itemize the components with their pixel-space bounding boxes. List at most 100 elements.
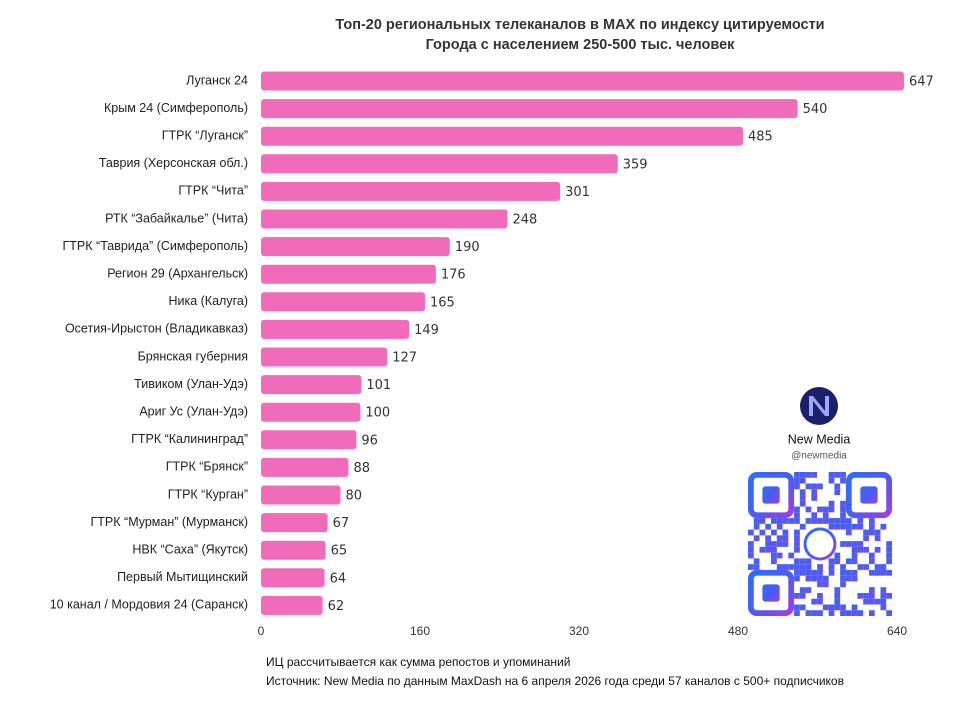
qr-module: [794, 569, 800, 576]
qr-module: [845, 575, 852, 582]
qr-module: [776, 535, 783, 542]
qr-module: [840, 506, 846, 513]
qr-module: [794, 512, 800, 519]
qr-module: [805, 564, 812, 570]
y-tick-label: Луганск 24: [186, 73, 248, 87]
value-label: 80: [346, 489, 363, 504]
qr-module: [880, 564, 887, 570]
value-label: 540: [803, 102, 828, 117]
qr-module: [788, 564, 795, 570]
qr-module: [834, 472, 841, 478]
qr-module: [799, 558, 806, 565]
bar: [261, 126, 743, 146]
y-tick-label: 10 канал / Мордовия 24 (Саранск): [50, 598, 248, 612]
qr-module: [788, 518, 795, 524]
qr-module: [874, 535, 881, 542]
qr-module: [753, 523, 760, 530]
qr-module: [828, 518, 835, 524]
x-tick-label: 0: [258, 624, 265, 638]
qr-module: [759, 518, 766, 524]
qr-module: [799, 489, 806, 496]
y-tick-label: Таврия (Херсонская обл.): [99, 156, 248, 170]
qr-module: [794, 592, 800, 599]
bar: [261, 457, 349, 477]
qr-module: [874, 598, 881, 605]
y-tick-label: ГТРК “Брянск”: [166, 460, 248, 474]
qr-module: [857, 564, 864, 570]
bar: [261, 568, 325, 588]
bar: [261, 319, 410, 339]
y-tick-label: ГТРК “Калининград”: [131, 432, 248, 446]
qr-module: [886, 592, 892, 599]
y-tick-label: ГТРК “Мурман” (Мурманск): [91, 515, 248, 529]
chart-title: Топ-20 региональных телеканалов в MAX по…: [335, 17, 824, 33]
qr-module: [868, 592, 875, 599]
qr-module: [863, 529, 869, 536]
qr-module: [886, 552, 892, 559]
qr-module: [828, 523, 835, 530]
qr-module: [805, 518, 812, 524]
qr-module: [776, 523, 783, 530]
value-label: 149: [414, 323, 439, 338]
bar: [261, 402, 361, 422]
qr-module: [794, 535, 800, 542]
qr-finder: [748, 569, 795, 616]
qr-module: [851, 575, 858, 582]
qr-module: [794, 483, 800, 490]
qr-module: [811, 610, 818, 616]
qr-module: [886, 569, 892, 576]
y-tick-label: Осетия-Ирыстон (Владикавказ): [65, 322, 248, 336]
qr-module: [817, 610, 823, 616]
qr-module: [834, 552, 841, 559]
value-label: 647: [909, 75, 934, 90]
qr-module: [776, 541, 783, 547]
qr-module: [788, 552, 795, 559]
qr-module: [794, 546, 800, 553]
y-tick-label: Тивиком (Улан-Удэ): [134, 377, 248, 391]
y-tick-label: ГТРК “Луганск”: [162, 128, 248, 142]
qr-module: [817, 575, 823, 582]
qr-module: [794, 610, 800, 616]
qr-module: [886, 558, 892, 565]
qr-module: [794, 506, 800, 513]
qr-module: [805, 610, 812, 616]
qr-module: [794, 472, 800, 478]
qr-module: [840, 518, 846, 524]
y-tick-label: Ника (Калуга): [168, 294, 248, 308]
qr-module: [794, 529, 800, 536]
qr-module: [799, 495, 806, 501]
qr-module: [828, 558, 835, 565]
qr-module: [822, 575, 829, 582]
y-tick-label: ГТРК “Курган”: [168, 487, 248, 501]
brand-logo: [800, 387, 838, 425]
qr-module: [857, 518, 864, 524]
qr-module: [863, 546, 869, 553]
qr-module: [765, 523, 772, 530]
qr-module: [874, 569, 881, 576]
bar: [261, 181, 561, 201]
qr-module: [782, 529, 789, 536]
qr-module: [753, 518, 760, 524]
qr-module: [805, 506, 812, 513]
bar: [261, 513, 328, 533]
qr-module: [817, 506, 823, 513]
qr-finder: [762, 486, 780, 504]
qr-module: [771, 546, 777, 553]
qr-module: [748, 564, 754, 570]
qr-finder: [860, 486, 878, 504]
qr-finder: [748, 472, 795, 519]
qr-module: [840, 604, 846, 611]
qr-module: [834, 489, 841, 496]
qr-module: [771, 518, 777, 524]
value-label: 62: [328, 599, 345, 614]
qr-module: [828, 506, 835, 513]
qr-module: [845, 518, 852, 524]
qr-module: [805, 575, 812, 582]
qr-module: [863, 592, 869, 599]
qr-module: [851, 610, 858, 616]
qr-module: [822, 512, 829, 519]
value-label: 67: [333, 516, 350, 531]
qr-module: [840, 477, 846, 484]
qr-module: [840, 512, 846, 519]
qr-module: [834, 518, 841, 524]
